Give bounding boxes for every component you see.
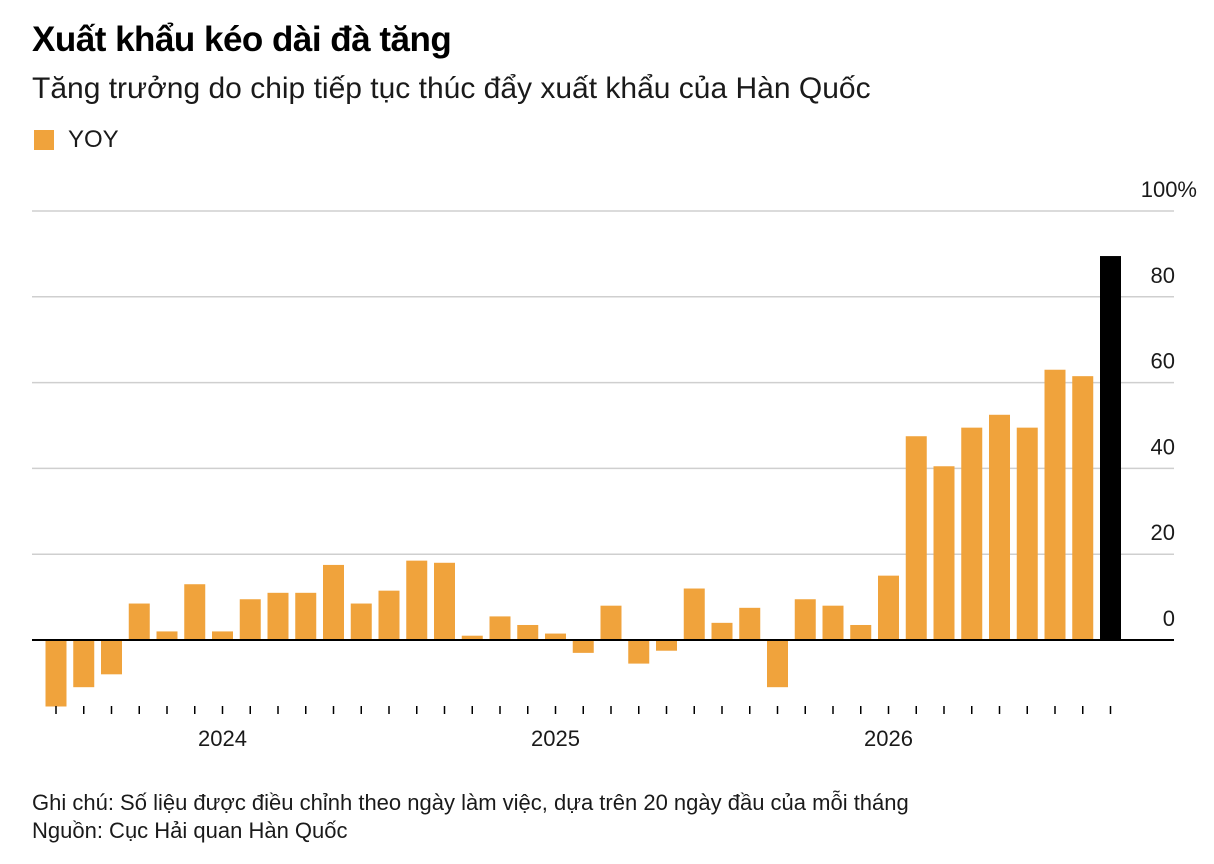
bar — [683, 588, 705, 640]
bar — [767, 640, 788, 688]
y-tick-label: 20 — [1151, 520, 1175, 545]
bar — [517, 624, 539, 640]
bar — [434, 562, 455, 640]
chart-title: Xuất khẩu kéo dài đà tăng — [32, 20, 452, 59]
bar — [711, 622, 733, 640]
bar — [350, 603, 372, 640]
bar — [905, 436, 927, 640]
bar — [933, 466, 955, 640]
bar — [600, 605, 622, 640]
bar — [461, 635, 483, 640]
bar — [212, 631, 233, 640]
bar — [822, 605, 844, 640]
y-tick-label: 80 — [1151, 263, 1175, 288]
y-tick-label: 60 — [1151, 349, 1175, 374]
bar — [156, 631, 178, 640]
bar — [628, 640, 650, 664]
source-line: Nguồn: Cục Hải quan Hàn Quốc — [32, 818, 348, 843]
bar — [295, 592, 317, 640]
bar — [961, 427, 983, 640]
x-tick-label: 2026 — [864, 726, 913, 751]
bar — [989, 414, 1010, 640]
x-tick-label: 2024 — [198, 726, 247, 751]
bars — [45, 256, 1121, 707]
bar — [794, 599, 816, 640]
bar — [656, 640, 677, 651]
bar — [1044, 369, 1066, 640]
bar — [739, 607, 761, 640]
x-axis-ticks — [55, 706, 1112, 714]
bar — [45, 640, 67, 707]
bar — [239, 599, 261, 640]
y-axis-labels: 100% 80 60 40 20 0 — [1141, 177, 1197, 631]
bar — [184, 584, 206, 640]
bar — [101, 640, 122, 675]
bar — [572, 640, 594, 653]
legend-label: YOY — [68, 126, 119, 153]
chart-subtitle: Tăng trưởng do chip tiếp tục thúc đẩy xu… — [32, 72, 871, 105]
bar-latest — [1100, 256, 1121, 640]
bar — [1072, 376, 1094, 640]
bar — [323, 564, 344, 640]
bar — [850, 624, 872, 640]
bar — [489, 616, 511, 640]
y-tick-label: 40 — [1151, 434, 1175, 459]
bar — [378, 590, 400, 640]
bar — [878, 575, 899, 640]
legend: YOY — [34, 126, 119, 154]
gridlines — [32, 210, 1174, 555]
bar — [545, 633, 566, 640]
y-tick-label: 0 — [1163, 606, 1175, 631]
bar-chart: 2024 2025 2026 100% 80 60 40 20 0 — [32, 177, 1197, 751]
bar — [128, 603, 150, 640]
x-axis-labels: 2024 2025 2026 — [198, 726, 913, 751]
bar — [73, 640, 95, 688]
x-tick-label: 2025 — [531, 726, 580, 751]
bar — [1016, 427, 1038, 640]
bar — [267, 592, 289, 640]
y-tick-label: 100% — [1141, 177, 1197, 202]
footnote: Ghi chú: Số liệu được điều chỉnh theo ng… — [32, 790, 909, 815]
legend-swatch — [34, 130, 54, 150]
bar — [406, 560, 428, 640]
